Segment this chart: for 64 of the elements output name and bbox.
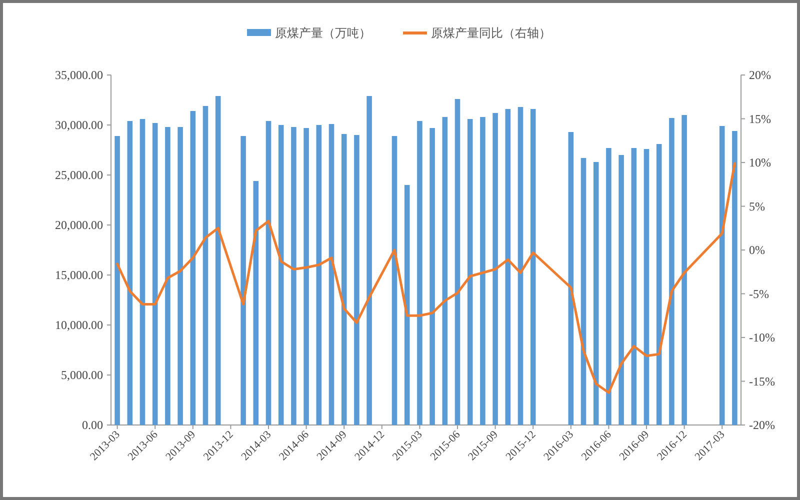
bar bbox=[316, 125, 322, 425]
bar bbox=[593, 162, 599, 425]
bar bbox=[618, 155, 624, 425]
y2-tick-label: -5% bbox=[749, 286, 769, 301]
bar bbox=[178, 127, 183, 425]
bar bbox=[266, 121, 272, 425]
bar bbox=[140, 119, 146, 425]
bar bbox=[417, 121, 422, 425]
y2-tick-label: -15% bbox=[749, 374, 775, 388]
bar bbox=[480, 117, 486, 425]
bar bbox=[580, 158, 586, 425]
bar bbox=[719, 126, 725, 425]
bar bbox=[392, 136, 398, 425]
bar bbox=[505, 109, 511, 425]
y2-tick-label: 15% bbox=[749, 112, 771, 126]
y2-tick-label: 10% bbox=[749, 156, 771, 170]
bar bbox=[404, 185, 410, 425]
bar bbox=[644, 149, 650, 425]
bar bbox=[656, 144, 662, 425]
bar bbox=[328, 124, 334, 425]
bar bbox=[442, 117, 448, 425]
bar bbox=[190, 111, 196, 425]
y-tick-label: 35,000.00 bbox=[55, 68, 103, 82]
bar bbox=[152, 123, 158, 425]
bar bbox=[530, 109, 536, 425]
y-tick-label: 0.00 bbox=[82, 418, 103, 432]
bar bbox=[631, 148, 637, 425]
bar bbox=[354, 135, 360, 425]
y2-tick-label: -10% bbox=[749, 330, 775, 344]
y-tick-label: 25,000.00 bbox=[55, 168, 103, 182]
bar bbox=[518, 107, 524, 425]
y-tick-label: 15,000.00 bbox=[55, 268, 103, 282]
y-tick-label: 10,000.00 bbox=[55, 318, 103, 332]
bar bbox=[341, 134, 347, 425]
legend-label: 原煤产量同比（右轴） bbox=[431, 26, 551, 40]
bar bbox=[240, 136, 246, 425]
bar bbox=[568, 132, 574, 425]
bar bbox=[732, 131, 738, 425]
bar bbox=[127, 121, 133, 425]
bar bbox=[291, 127, 296, 425]
bar bbox=[165, 127, 170, 425]
bar bbox=[253, 181, 259, 425]
bar bbox=[215, 96, 221, 425]
bar bbox=[366, 96, 372, 425]
bar bbox=[492, 113, 498, 425]
y-tick-label: 20,000.00 bbox=[55, 218, 103, 232]
legend-label: 原煤产量（万吨） bbox=[275, 26, 371, 40]
y-tick-label: 30,000.00 bbox=[55, 118, 103, 132]
y2-tick-label: 0% bbox=[749, 243, 765, 257]
bar bbox=[454, 99, 460, 425]
bar bbox=[114, 136, 120, 425]
bar bbox=[430, 128, 435, 425]
bar bbox=[278, 125, 284, 425]
bar bbox=[467, 119, 473, 425]
bar bbox=[304, 128, 309, 425]
line-series bbox=[116, 162, 736, 394]
bar bbox=[669, 118, 674, 425]
y2-tick-label: -20% bbox=[749, 418, 775, 432]
bar bbox=[202, 106, 208, 425]
y-tick-label: 5,000.00 bbox=[61, 368, 103, 382]
y2-tick-label: 5% bbox=[749, 199, 765, 214]
bar bbox=[682, 115, 687, 425]
bar bbox=[606, 148, 612, 425]
y2-tick-label: 20% bbox=[749, 68, 771, 82]
